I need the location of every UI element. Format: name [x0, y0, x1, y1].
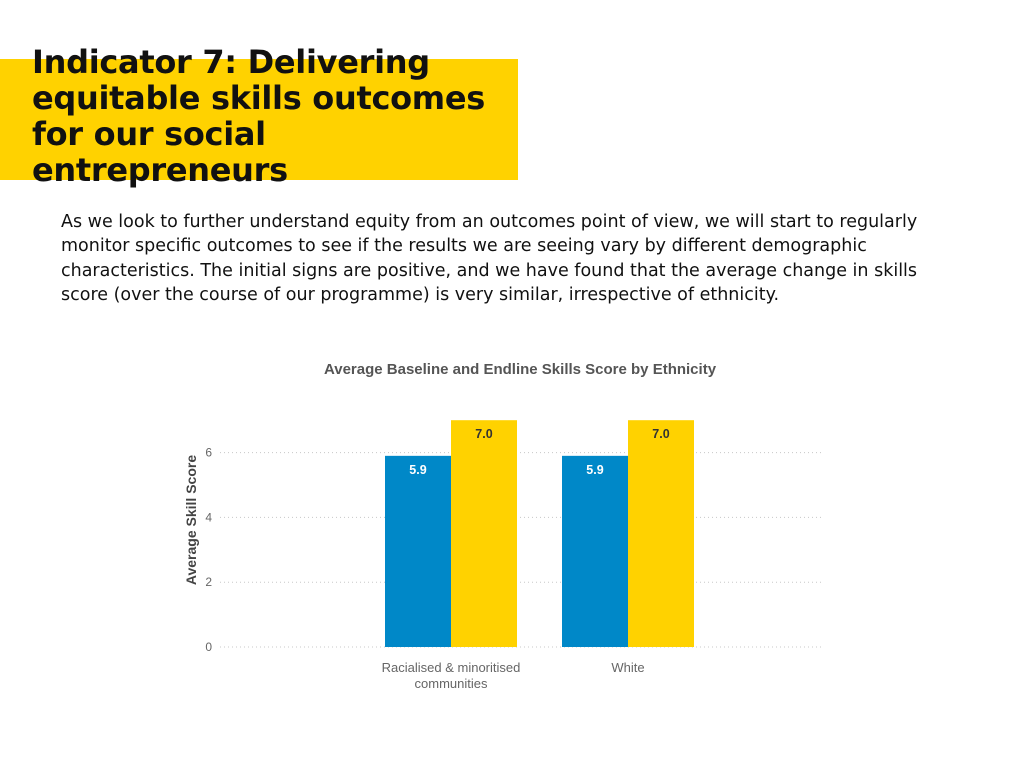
- data-label-series0-cat1: 5.9: [586, 463, 603, 477]
- bar-series1-cat0: [451, 420, 517, 647]
- category-label-1-0: White: [611, 660, 644, 675]
- bar-series0-cat1: [562, 455, 628, 647]
- gridlines: [220, 452, 822, 648]
- intro-paragraph: As we look to further understand equity …: [61, 212, 918, 305]
- y-tick-label-1: 2: [205, 575, 212, 589]
- page-title: Indicator 7: Delivering equitable skills…: [32, 43, 486, 189]
- chart-title: Average Baseline and Endline Skills Scor…: [324, 361, 717, 378]
- bars: [385, 420, 694, 647]
- bar-series0-cat0: [385, 455, 451, 647]
- y-tick-label-0: 0: [205, 640, 212, 654]
- bar-series1-cat1: [628, 420, 694, 647]
- data-labels: 5.9 7.0 5.9 7.0: [409, 427, 669, 477]
- data-label-series1-cat0: 7.0: [475, 427, 492, 441]
- data-label-series0-cat0: 5.9: [409, 463, 426, 477]
- y-axis-label: Average Skill Score: [183, 455, 199, 585]
- category-label-0-0: Racialised & minoritised: [382, 660, 521, 675]
- category-label-0-1: communities: [415, 676, 488, 691]
- y-tick-label-3: 6: [205, 446, 212, 460]
- y-tick-label-2: 4: [205, 510, 212, 524]
- data-label-series1-cat1: 7.0: [652, 427, 669, 441]
- y-axis-ticks: 0 2 4 6: [205, 446, 212, 654]
- title-highlight-bar: [0, 59, 518, 180]
